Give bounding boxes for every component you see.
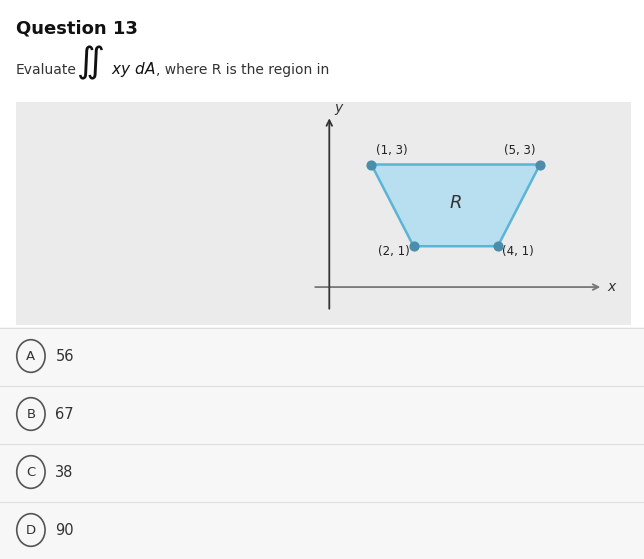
Text: Evaluate: Evaluate xyxy=(16,63,77,77)
Text: $xy\ dA$: $xy\ dA$ xyxy=(111,60,155,79)
Text: (2, 1): (2, 1) xyxy=(377,245,410,258)
Text: x: x xyxy=(607,280,616,294)
Polygon shape xyxy=(372,164,540,246)
Point xyxy=(535,160,545,169)
Text: Question 13: Question 13 xyxy=(16,20,138,37)
Text: R: R xyxy=(450,195,462,212)
Text: (5, 3): (5, 3) xyxy=(504,144,536,157)
Text: (4, 1): (4, 1) xyxy=(502,245,534,258)
Text: 67: 67 xyxy=(55,406,74,421)
Point xyxy=(408,241,419,250)
Text: , where R is the region in: , where R is the region in xyxy=(156,63,329,77)
Point xyxy=(366,160,377,169)
Text: $\iint$: $\iint$ xyxy=(76,44,104,82)
Text: D: D xyxy=(26,523,36,537)
Text: B: B xyxy=(26,408,35,420)
Text: y: y xyxy=(334,101,343,115)
Point xyxy=(493,241,503,250)
Text: (1, 3): (1, 3) xyxy=(375,144,407,157)
Text: 38: 38 xyxy=(55,465,74,480)
Text: A: A xyxy=(26,349,35,363)
Text: C: C xyxy=(26,466,35,479)
Text: 56: 56 xyxy=(55,348,74,363)
Text: 90: 90 xyxy=(55,523,74,538)
